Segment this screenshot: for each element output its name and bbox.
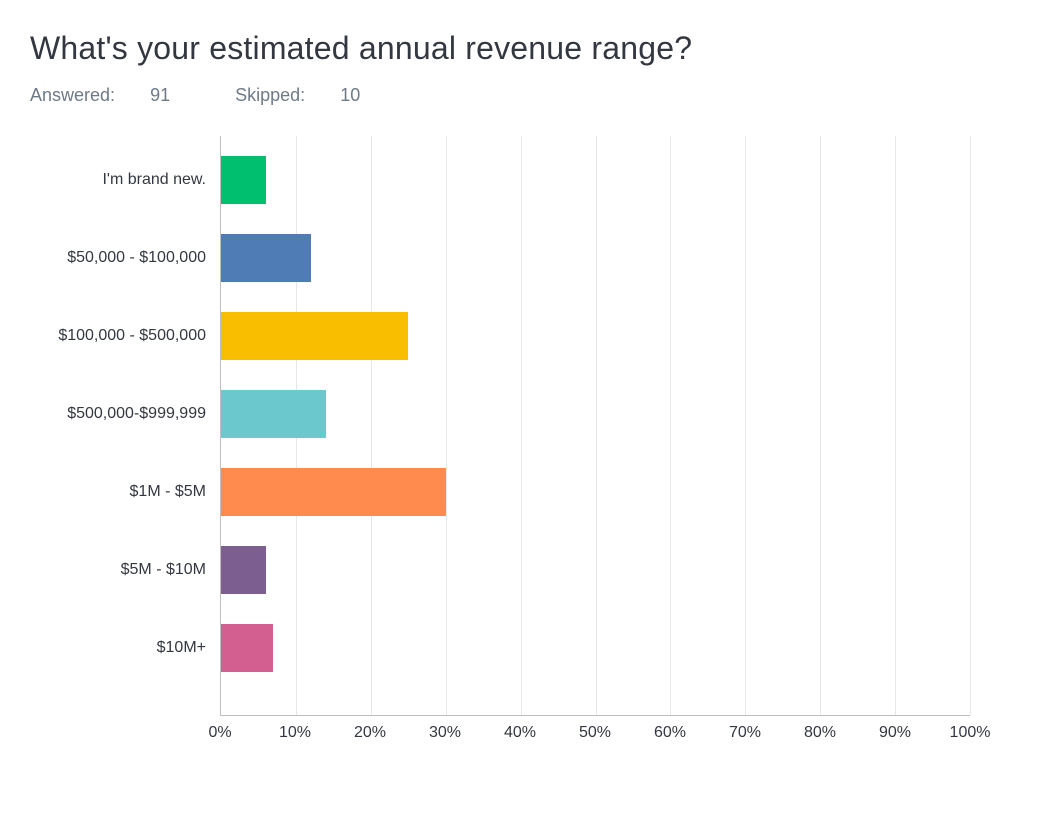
chart-row: $50,000 - $100,000 — [221, 234, 970, 282]
skipped-value: 10 — [340, 85, 360, 105]
category-label: $100,000 - $500,000 — [36, 326, 206, 346]
bar — [221, 234, 311, 282]
x-tick-label: 30% — [429, 724, 461, 742]
category-label: $500,000-$999,999 — [36, 404, 206, 424]
gridline — [970, 136, 971, 715]
x-tick-label: 0% — [208, 724, 231, 742]
chart-row: $10M+ — [221, 624, 970, 672]
category-label: $50,000 - $100,000 — [36, 248, 206, 268]
x-tick-label: 10% — [279, 724, 311, 742]
answered-value: 91 — [150, 85, 170, 105]
category-label: $5M - $10M — [36, 560, 206, 580]
x-tick-label: 40% — [504, 724, 536, 742]
category-label: $1M - $5M — [36, 482, 206, 502]
bar — [221, 546, 266, 594]
bar — [221, 312, 408, 360]
bar — [221, 468, 446, 516]
x-tick-label: 20% — [354, 724, 386, 742]
x-tick-label: 80% — [804, 724, 836, 742]
revenue-bar-chart: I'm brand new. $50,000 - $100,000 $100,000… — [30, 136, 970, 746]
category-label: $10M+ — [36, 638, 206, 658]
category-label: I'm brand new. — [36, 170, 206, 190]
answered-label: Answered: — [30, 85, 115, 105]
chart-row: $500,000-$999,999 — [221, 390, 970, 438]
x-tick-label: 70% — [729, 724, 761, 742]
x-tick-label: 90% — [879, 724, 911, 742]
skipped-label: Skipped: — [235, 85, 305, 105]
x-tick-label: 50% — [579, 724, 611, 742]
x-tick-label: 100% — [950, 724, 991, 742]
question-title: What's your estimated annual revenue ran… — [30, 30, 1024, 67]
skipped-block: Skipped: 10 — [235, 85, 390, 105]
answered-block: Answered: 91 — [30, 85, 205, 105]
chart-row: $5M - $10M — [221, 546, 970, 594]
chart-plot-area: I'm brand new. $50,000 - $100,000 $100,000… — [220, 136, 970, 716]
survey-chart-container: What's your estimated annual revenue ran… — [0, 0, 1064, 816]
bar — [221, 156, 266, 204]
chart-row: $1M - $5M — [221, 468, 970, 516]
chart-row: I'm brand new. — [221, 156, 970, 204]
bar — [221, 390, 326, 438]
response-meta: Answered: 91 Skipped: 10 — [30, 85, 1024, 106]
bar — [221, 624, 273, 672]
x-tick-label: 60% — [654, 724, 686, 742]
chart-x-axis: 0%10%20%30%40%50%60%70%80%90%100% — [220, 716, 970, 746]
chart-row: $100,000 - $500,000 — [221, 312, 970, 360]
